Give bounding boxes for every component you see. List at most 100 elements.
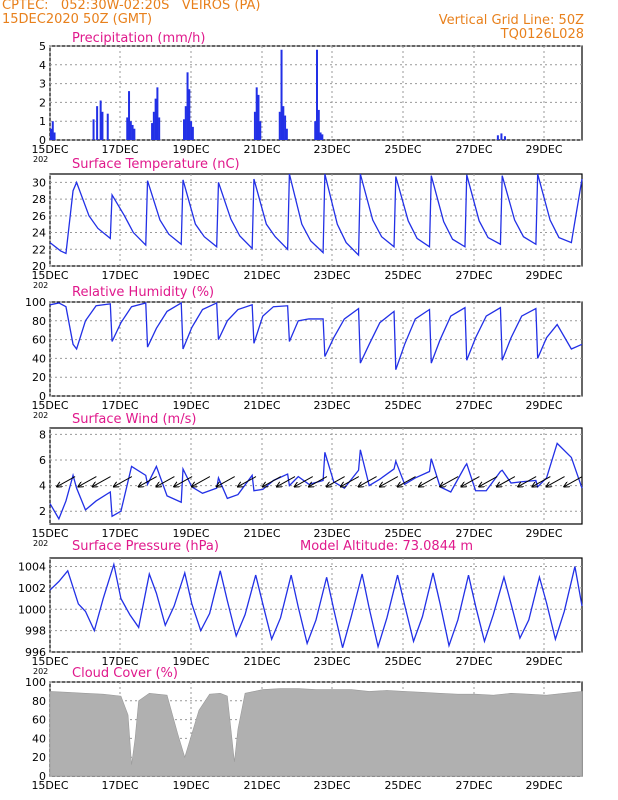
cloud-ytick-label: 0 [39, 770, 46, 783]
rh-xtick-label: 23DEC [313, 399, 350, 412]
precip-bar [257, 94, 260, 140]
precip-bar [154, 98, 157, 140]
rh-ytick-label: 20 [32, 371, 46, 384]
wind-arrow [174, 476, 193, 487]
precip-xtick-label: 19DEC [172, 143, 209, 156]
precip-ytick-label: 3 [39, 78, 46, 91]
run-date: 15DEC2020 50Z (GMT) [2, 12, 153, 27]
cloud-xtick-label: 19DEC [172, 779, 209, 792]
wind-xtick-label: 25DEC [384, 527, 421, 540]
wind-arrow [114, 476, 133, 487]
wind-arrow [156, 476, 175, 487]
temp-xtick-label: 17DEC [101, 269, 138, 282]
precip-xtick-label: 21DEC [243, 143, 280, 156]
cloud-xtick-label: 25DEC [384, 779, 421, 792]
wind-arrow [192, 476, 211, 487]
press-xtick-label: 17DEC [101, 655, 138, 668]
wind-arrow [238, 476, 257, 487]
precip-axis-stub: 202 [33, 155, 48, 164]
press-xtick-label: 19DEC [172, 655, 209, 668]
press-ytick-label: 998 [25, 625, 46, 638]
wind-arrow [419, 476, 438, 487]
press-ytick-label: 1000 [18, 603, 46, 616]
wind-arrow [380, 476, 399, 487]
precip-bar [317, 109, 320, 140]
precip-xtick-label: 15DEC [31, 143, 68, 156]
precip-bar [96, 106, 99, 140]
precip-bar [152, 111, 155, 140]
wind-arrow [359, 476, 377, 487]
wind-xtick-label: 17DEC [101, 527, 138, 540]
wind-ytick-label: 6 [39, 454, 46, 467]
temp-series-line [49, 173, 583, 257]
precip-bar [50, 128, 52, 140]
precip-bar [131, 124, 134, 140]
precip-bar [253, 111, 256, 140]
precip-bar [314, 121, 317, 140]
precip-bar [158, 117, 161, 140]
wind-ytick-label: 8 [39, 428, 46, 441]
precip-xtick-label: 29DEC [525, 143, 562, 156]
precip-bar [53, 132, 56, 140]
precip-ytick-label: 4 [39, 59, 46, 72]
wind-arrow [263, 476, 282, 487]
temp-xtick-label: 21DEC [243, 269, 280, 282]
wind-arrow [78, 476, 97, 487]
wind-arrow [461, 476, 480, 487]
precip-bar [99, 100, 102, 140]
wind-xtick-label: 27DEC [455, 527, 492, 540]
precip-bar [285, 128, 288, 140]
wind-arrow [309, 476, 328, 487]
cloud-xtick-label: 29DEC [525, 779, 562, 792]
press-frame [49, 557, 583, 653]
cloud-ytick-label: 20 [32, 751, 46, 764]
wind-title: Surface Wind (m/s) [72, 412, 196, 427]
press-axis-stub: 202 [33, 667, 48, 676]
temp-xtick-label: 15DEC [31, 269, 68, 282]
wind-xtick-label: 23DEC [313, 527, 350, 540]
rh-axis-stub: 202 [33, 411, 48, 420]
precip-bar [321, 134, 324, 140]
wind-ytick-label: 2 [39, 505, 46, 518]
precip-bar [500, 133, 503, 140]
precip-bar [92, 119, 95, 140]
wind-frame [49, 427, 583, 525]
temp-xtick-label: 19DEC [172, 269, 209, 282]
wind-arrow [398, 476, 416, 487]
wind-arrow [327, 476, 345, 487]
rh-xtick-label: 21DEC [243, 399, 280, 412]
precip-bar [496, 135, 499, 140]
wind-arrow [547, 476, 565, 487]
wind-arrow [532, 476, 551, 487]
press-series-line [49, 561, 583, 650]
precip-bar [184, 106, 187, 140]
cloud-ytick-label: 100 [25, 676, 46, 689]
precip-bar [129, 121, 132, 140]
precip-bar [188, 89, 191, 140]
temp-xtick-label: 27DEC [455, 269, 492, 282]
precip-bar [186, 72, 189, 140]
wind-arrow [57, 476, 76, 487]
precip-bar [503, 136, 506, 140]
precip-bar [319, 132, 322, 140]
rh-ytick-label: 100 [25, 296, 46, 309]
wind-arrow [93, 476, 111, 487]
cloud-ytick-label: 40 [32, 732, 46, 745]
model-altitude: Model Altitude: 73.0844 m [300, 539, 473, 554]
wind-xtick-label: 19DEC [172, 527, 209, 540]
precip-bar [190, 121, 193, 140]
cloud-ytick-label: 80 [32, 695, 46, 708]
temp-ytick-label: 28 [32, 193, 46, 206]
temp-axis-stub: 202 [33, 281, 48, 290]
cloud-xtick-label: 27DEC [455, 779, 492, 792]
rh-xtick-label: 19DEC [172, 399, 209, 412]
precip-ytick-label: 2 [39, 96, 46, 109]
precip-xtick-label: 27DEC [455, 143, 492, 156]
temp-ytick-label: 22 [32, 243, 46, 256]
wind-arrow [341, 476, 360, 487]
station-header: CPTEC: 052:30W-02:20S VEIROS (PA) [2, 0, 261, 13]
cloud-cover-area [49, 688, 583, 777]
precip-bar [284, 115, 287, 140]
precip-ytick-label: 0 [39, 134, 46, 147]
